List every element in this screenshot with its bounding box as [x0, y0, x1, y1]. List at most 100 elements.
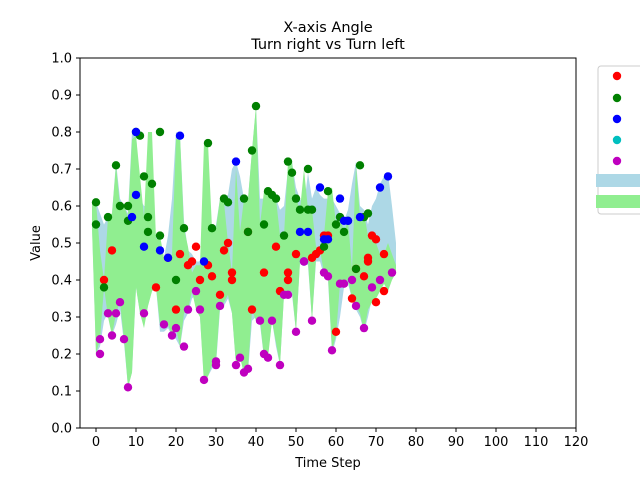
series-3-point	[131, 190, 141, 200]
series-5-point	[159, 320, 169, 329]
series-2-point	[251, 101, 261, 111]
series-2-point	[223, 198, 233, 207]
series-2-point	[179, 224, 189, 233]
series-5-point	[231, 360, 241, 370]
series-5-point	[307, 316, 317, 325]
series-1-point	[195, 275, 205, 285]
series-5-point	[111, 309, 121, 318]
series-5-point	[103, 309, 113, 318]
series-1-point	[379, 286, 389, 296]
series-1-point	[175, 249, 185, 259]
x-tick-label: 110	[524, 435, 549, 450]
series-2-point	[155, 231, 165, 240]
series-5-point	[119, 335, 129, 344]
series-2-point	[307, 205, 317, 214]
series-1-point	[283, 275, 293, 285]
series-3-point	[127, 212, 137, 222]
series-3-point	[343, 216, 353, 225]
series-5-point	[299, 257, 309, 266]
series-5-point	[183, 305, 193, 314]
series-3-point	[355, 212, 365, 222]
series-2-point	[279, 231, 289, 240]
series-5-point	[211, 357, 221, 366]
series-1-point	[227, 268, 237, 277]
series-3-point	[303, 227, 313, 237]
y-tick-label: 0.9	[51, 89, 72, 104]
series-2-point	[323, 187, 333, 196]
series-5-point	[215, 301, 225, 311]
series-2-point	[291, 194, 301, 203]
series-5-point	[327, 346, 337, 355]
x-tick-label: 100	[484, 435, 509, 450]
series-1-point	[347, 294, 357, 303]
series-5-point	[243, 364, 253, 373]
series-3-point	[315, 183, 325, 192]
series-5-point	[171, 323, 181, 333]
series-1-point	[107, 246, 117, 255]
series-3-point	[139, 242, 149, 251]
y-axis: 0.0 0.1 0.2 0.3 0.4 0.5 0.6 0.7 0.8 0.9 1.0	[51, 52, 80, 437]
y-tick-label: 0.1	[51, 385, 72, 400]
series-1-point	[283, 268, 293, 277]
y-tick-label: 0.7	[51, 163, 72, 178]
series-5-point	[387, 268, 397, 277]
series-5-point	[275, 360, 285, 370]
y-axis-label: Value	[29, 225, 44, 261]
series-1-point	[99, 275, 109, 285]
series-3-point	[199, 257, 209, 266]
series-3-point	[231, 157, 241, 166]
legend-marker-1	[612, 71, 622, 81]
series-5-point	[323, 272, 333, 281]
x-tick-label: 120	[564, 435, 589, 450]
chart-subtitle: Turn right vs Turn left	[250, 37, 405, 53]
series-1-point	[371, 235, 381, 244]
series-2-point	[295, 205, 305, 214]
series-3-point	[323, 235, 333, 244]
series-5-point	[291, 327, 301, 336]
series-2-point	[91, 220, 101, 229]
x-tick-label: 30	[208, 435, 225, 450]
series-1-point	[331, 327, 341, 336]
series-3-point	[375, 183, 385, 192]
series-2-point	[283, 157, 293, 166]
series-2-point	[363, 209, 373, 218]
series-2-point	[143, 227, 153, 237]
series-1-point	[207, 272, 217, 281]
y-tick-label: 0.5	[51, 237, 72, 252]
series-2-point	[123, 201, 133, 211]
series-2-point	[139, 172, 149, 181]
y-tick-label: 0.8	[51, 126, 72, 141]
x-tick-label: 70	[368, 435, 385, 450]
series-1-point	[215, 290, 225, 299]
series-1-point	[371, 298, 381, 307]
x-axis: 0 10 20 30 40 50 60 70 80 90 100 110 120	[92, 428, 589, 450]
series-2-point	[115, 201, 125, 211]
series-5-point	[179, 342, 189, 351]
x-tick-label: 0	[92, 435, 100, 450]
series-2-point	[91, 198, 101, 207]
band-layer	[92, 106, 396, 388]
series-3-point	[295, 227, 305, 237]
series-5-point	[107, 331, 117, 340]
series-2-point	[147, 179, 157, 188]
series-5-point	[263, 353, 273, 362]
series-3-point	[335, 194, 345, 203]
y-tick-label: 0.4	[51, 274, 72, 289]
series-2-point	[111, 161, 121, 170]
points-layer	[91, 101, 397, 392]
legend-band-swatch-7	[596, 195, 640, 208]
legend-marker-2	[612, 93, 622, 103]
series-2-point	[259, 220, 269, 229]
series-1-point	[291, 249, 301, 259]
series-2-point	[355, 161, 365, 170]
series-5-point	[195, 305, 205, 314]
series-5-point	[339, 279, 349, 288]
series-2-point	[287, 168, 297, 177]
series-2-point	[303, 164, 313, 174]
series-5-point	[115, 298, 125, 307]
series-5-point	[267, 316, 277, 325]
series-2-point	[103, 212, 113, 222]
x-tick-label: 50	[288, 435, 305, 450]
series-5-point	[191, 286, 201, 296]
